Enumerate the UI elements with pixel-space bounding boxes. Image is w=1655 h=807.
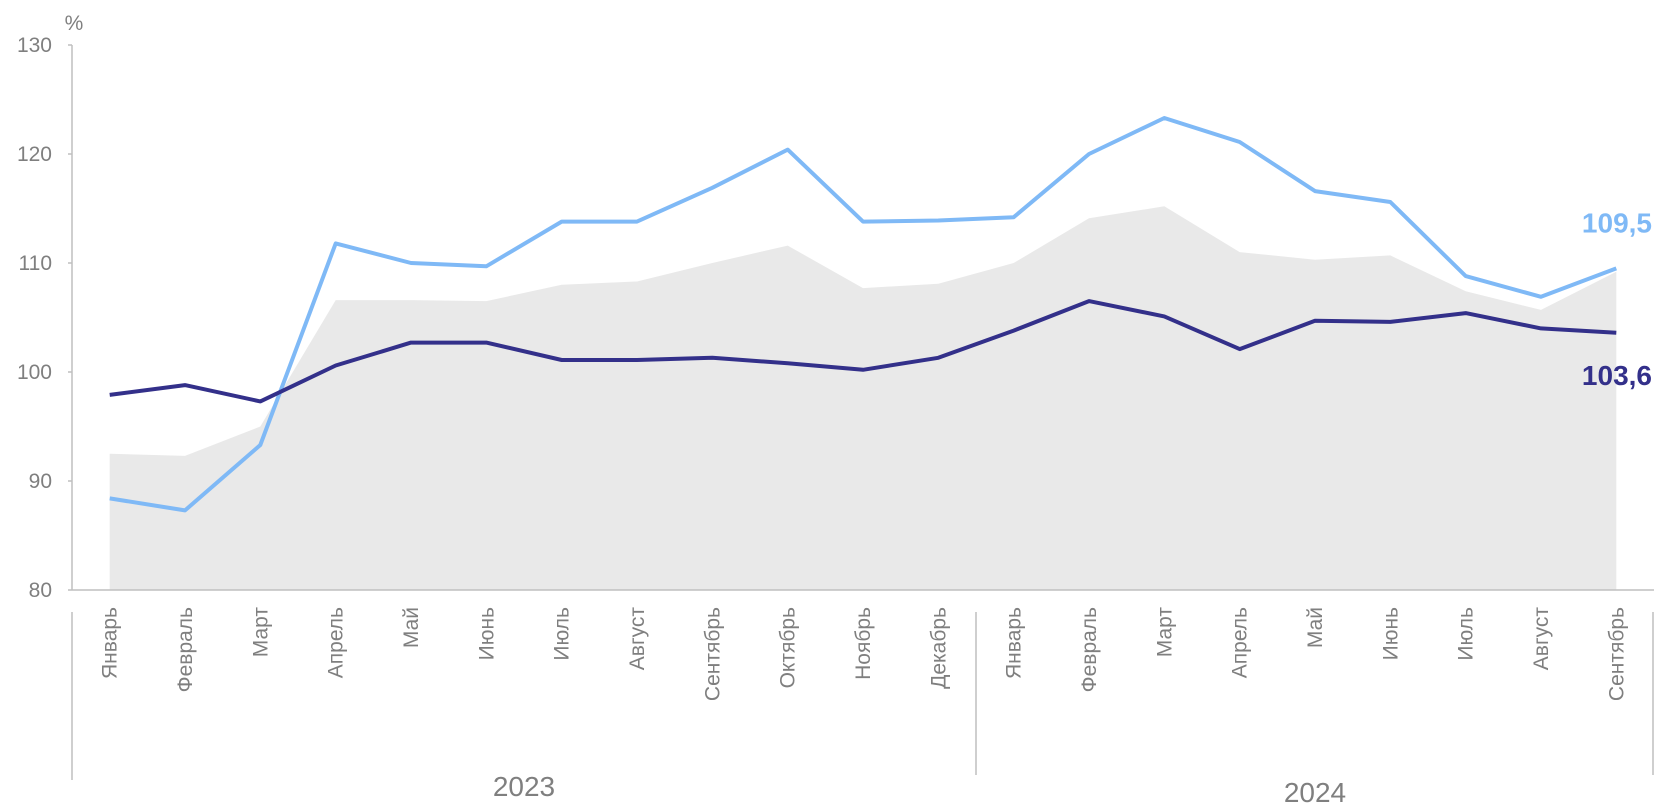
x-tick-label: Январь: [1003, 607, 1026, 679]
group-label: 2023: [493, 771, 555, 802]
x-tick-label: Ноябрь: [852, 607, 875, 680]
y-unit: %: [65, 12, 84, 35]
line: [109, 299, 1617, 404]
x-tick-label: Май: [400, 607, 423, 648]
group-label: 2024: [1284, 777, 1346, 807]
area: [109, 206, 1617, 591]
x-tick-label: Сентябрь: [1605, 607, 1628, 701]
line: [109, 116, 1618, 513]
x-tick-label: Июль: [1455, 607, 1478, 661]
x-tick-label: Февраль: [1078, 607, 1101, 692]
x-tick-label: Июнь: [1379, 607, 1402, 660]
y-tick-label: 130: [17, 34, 52, 57]
x-tick-label: Март: [1153, 607, 1176, 658]
y-tick-label: 110: [19, 252, 52, 275]
x-tick-label: Август: [626, 607, 649, 671]
x-tick-label: Июль: [551, 607, 574, 661]
x-tick-label: Апрель: [325, 607, 348, 678]
x-tick-label: Октябрь: [777, 607, 800, 688]
x-tick-label: Май: [1304, 607, 1327, 648]
x-tick-label: Март: [249, 607, 272, 658]
x-tick-label: Июнь: [475, 607, 498, 660]
value-label: 109,5: [1582, 207, 1652, 238]
x-tick-label: Август: [1530, 607, 1553, 671]
y-tick-label: 120: [17, 143, 52, 166]
x-tick-label: Декабрь: [927, 607, 950, 689]
x-tick-label: Январь: [99, 607, 122, 679]
x-tick-label: Апрель: [1229, 607, 1252, 678]
y-tick-label: 90: [29, 470, 52, 493]
x-tick-label: Сентябрь: [701, 607, 724, 701]
x-tick-label: Февраль: [174, 607, 197, 692]
y-tick-label: 100: [17, 361, 52, 384]
y-tick-label: 80: [29, 579, 52, 602]
value-label: 103,6: [1582, 360, 1652, 391]
